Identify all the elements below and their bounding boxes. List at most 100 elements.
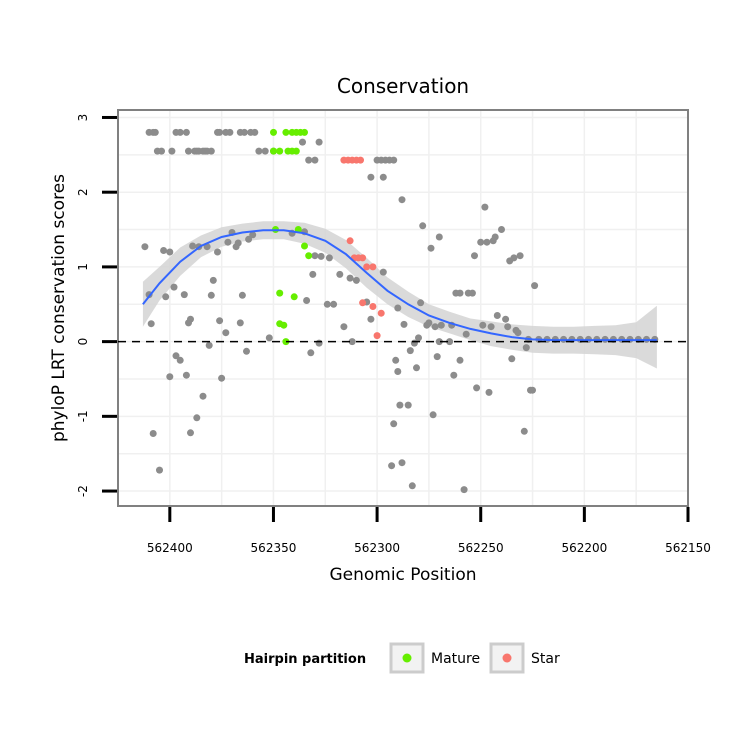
point-other	[348, 338, 356, 346]
point-other	[151, 128, 159, 136]
point-other	[309, 270, 317, 278]
point-mature	[270, 128, 277, 136]
point-other	[394, 368, 402, 375]
legend-dot-mature	[402, 653, 412, 663]
point-other	[216, 317, 224, 325]
point-other	[367, 173, 375, 181]
point-other	[456, 289, 464, 297]
point-other	[479, 321, 487, 329]
point-other	[193, 414, 201, 422]
point-other	[166, 373, 174, 381]
point-other	[502, 315, 510, 323]
point-other	[305, 156, 313, 164]
point-mature	[270, 147, 277, 155]
point-other	[487, 323, 495, 331]
point-other	[419, 222, 427, 230]
point-other	[303, 297, 311, 304]
point-other	[398, 459, 406, 467]
point-other	[367, 315, 375, 323]
point-other	[483, 238, 491, 246]
point-other	[330, 300, 338, 308]
point-star	[377, 309, 385, 317]
point-other	[240, 128, 248, 136]
y-tick-label: 0	[76, 338, 90, 346]
point-other	[396, 401, 404, 409]
point-other	[429, 411, 437, 419]
point-other	[147, 320, 155, 328]
point-other	[394, 304, 402, 312]
point-other	[390, 420, 398, 428]
point-other	[166, 248, 174, 256]
point-other	[531, 282, 539, 290]
legend-dot-star	[502, 653, 512, 663]
point-other	[185, 147, 192, 155]
point-other	[516, 252, 524, 260]
point-other	[207, 291, 215, 299]
confidence-band-layer	[142, 221, 657, 369]
chart-title: Conservation	[337, 74, 469, 98]
point-other	[471, 252, 478, 260]
point-star	[369, 263, 377, 271]
point-other	[234, 239, 242, 247]
point-other	[156, 466, 163, 474]
point-other	[160, 247, 168, 254]
point-other	[187, 429, 194, 437]
point-other	[435, 233, 443, 241]
point-other	[413, 364, 420, 372]
point-other	[379, 173, 387, 181]
x-tick-label: 562150	[665, 541, 711, 555]
point-other	[218, 374, 226, 382]
point-other	[437, 321, 445, 329]
point-other	[400, 320, 408, 328]
point-other	[162, 293, 170, 301]
point-other	[427, 244, 435, 252]
point-other	[408, 482, 416, 490]
point-star	[357, 156, 364, 164]
y-tick-label: 2	[76, 188, 90, 196]
plot-panel-border	[117, 109, 689, 507]
point-other	[425, 319, 433, 327]
point-other	[514, 329, 522, 337]
legend-label-mature: Mature	[431, 651, 480, 667]
point-other	[398, 196, 406, 204]
x-tick-label: 562400	[147, 541, 193, 555]
point-star	[373, 332, 381, 340]
point-other	[417, 299, 425, 307]
point-other	[520, 427, 528, 435]
plot-grid	[118, 110, 688, 506]
point-other	[149, 430, 157, 437]
point-other	[307, 349, 315, 357]
y-tick-label: 3	[76, 114, 90, 122]
point-other	[214, 248, 221, 256]
y-tick-label: 1	[76, 263, 90, 271]
point-other	[529, 386, 536, 394]
point-other	[404, 401, 412, 409]
point-other	[158, 147, 165, 155]
point-other	[170, 283, 178, 291]
point-other	[446, 338, 454, 346]
point-other	[180, 291, 188, 299]
point-mature	[290, 293, 298, 301]
point-other	[182, 371, 190, 379]
point-other	[456, 356, 464, 364]
point-mature	[301, 128, 308, 136]
point-other	[189, 242, 197, 250]
point-other	[493, 312, 501, 319]
point-other	[311, 252, 319, 260]
point-other	[435, 338, 443, 346]
x-tick-label: 562200	[561, 541, 607, 555]
point-other	[352, 276, 360, 284]
legend: Hairpin partition Mature Star	[244, 642, 560, 674]
point-other	[433, 353, 441, 361]
smooth-curve	[142, 229, 657, 342]
point-other	[491, 233, 499, 241]
y-axis-label: phyloP LRT conservation scores	[49, 174, 69, 442]
point-star	[363, 263, 371, 271]
point-other	[265, 334, 273, 342]
point-other	[249, 231, 257, 239]
legend-key-mature	[389, 642, 425, 674]
point-other	[207, 147, 215, 155]
point-other	[504, 323, 512, 331]
point-other	[168, 147, 176, 155]
